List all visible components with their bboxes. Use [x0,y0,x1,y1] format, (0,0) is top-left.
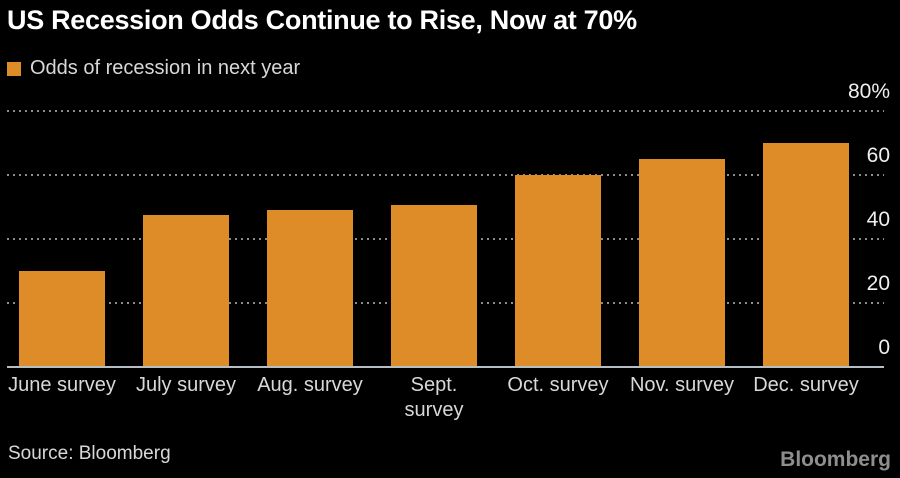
y-tick-label-80: 80% [847,80,890,103]
x-label-aug-survey: Aug. survey [257,374,363,396]
x-axis-line [7,366,884,368]
x-label-june-survey: June survey [8,374,116,396]
bloomberg-logo: Bloomberg [780,448,891,471]
x-label-july-survey: July survey [135,374,237,396]
legend-color-swatch [7,61,21,76]
gridline-80 [7,110,884,112]
bar-dec-survey [763,143,849,367]
legend: Odds of recession in next year [7,57,300,80]
x-label-oct-survey: Oct. survey [507,374,609,396]
chart-title: US Recession Odds Continue to Rise, Now … [7,5,637,35]
source-note: Source: Bloomberg [8,443,171,464]
bar-july-survey [143,215,229,367]
bar-sept-survey [391,205,477,367]
x-label-nov-survey: Nov. survey [629,374,735,396]
x-label-dec-survey: Dec. survey [753,374,859,396]
legend-label: Odds of recession in next year [30,57,301,79]
y-tick-label-0: 0 [878,336,890,359]
bar-nov-survey [639,159,725,367]
y-tick-label-60: 60 [866,144,890,167]
x-label-sept-survey: Sept. survey [404,374,464,421]
bar-june-survey [19,271,105,367]
bar-aug-survey [267,210,353,367]
y-tick-label-40: 40 [866,208,890,231]
bar-oct-survey [515,175,601,367]
gridline-60 [7,174,884,176]
y-tick-label-20: 20 [866,272,890,295]
